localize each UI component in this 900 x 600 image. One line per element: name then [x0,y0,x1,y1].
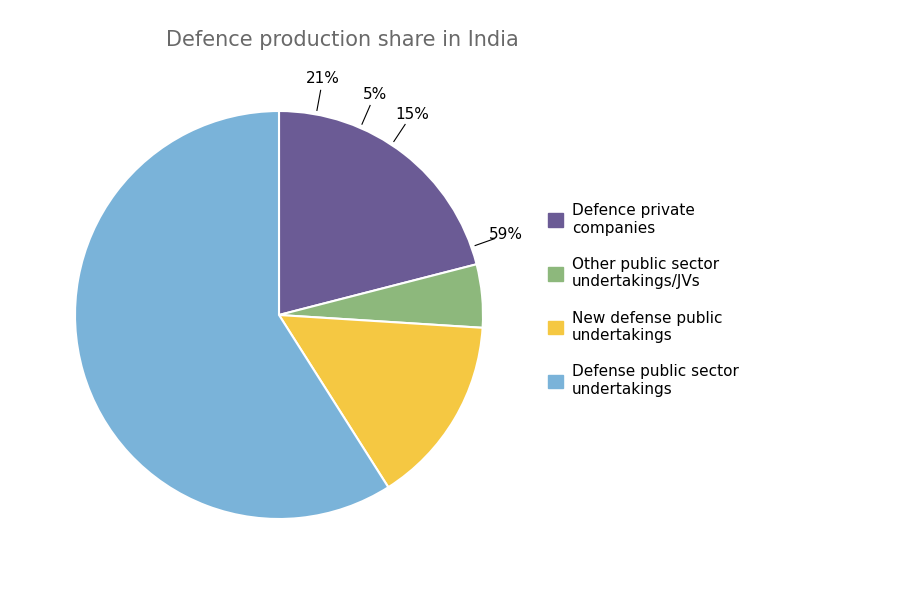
Text: 59%: 59% [489,227,523,242]
Text: 5%: 5% [363,87,387,102]
Text: 21%: 21% [306,71,340,86]
Wedge shape [279,264,483,328]
Wedge shape [75,111,388,519]
Wedge shape [279,111,477,315]
Text: 15%: 15% [395,107,428,122]
Wedge shape [279,315,482,487]
Text: Defence production share in India: Defence production share in India [166,30,518,50]
Legend: Defence private
companies, Other public sector
undertakings/JVs, New defense pub: Defence private companies, Other public … [547,203,739,397]
